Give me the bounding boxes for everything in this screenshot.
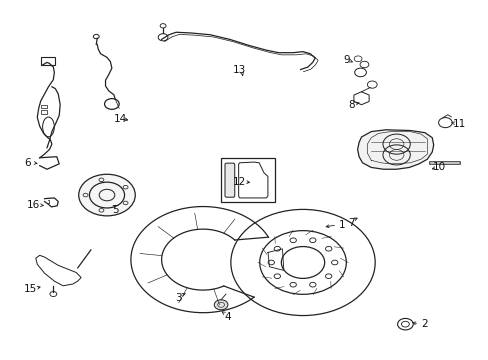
- Text: 3: 3: [175, 293, 182, 303]
- Text: 16: 16: [27, 200, 41, 210]
- Bar: [221, 158, 274, 202]
- Text: 14: 14: [113, 114, 126, 124]
- Text: 7: 7: [348, 218, 354, 228]
- Text: 2: 2: [421, 319, 427, 329]
- Text: 4: 4: [224, 312, 230, 322]
- Text: 15: 15: [23, 284, 37, 294]
- Text: 13: 13: [232, 64, 246, 75]
- Text: 9: 9: [343, 55, 349, 65]
- Circle shape: [79, 174, 135, 216]
- Text: 8: 8: [348, 100, 354, 110]
- Bar: [41, 105, 46, 108]
- Polygon shape: [357, 130, 433, 169]
- Text: 12: 12: [232, 177, 246, 187]
- Bar: [41, 110, 46, 114]
- Text: 10: 10: [432, 162, 445, 172]
- Text: 5: 5: [112, 206, 119, 216]
- Text: 1: 1: [338, 220, 345, 230]
- Text: 6: 6: [24, 158, 31, 168]
- Circle shape: [214, 300, 227, 310]
- Polygon shape: [224, 163, 234, 197]
- Bar: [41, 57, 55, 64]
- Text: 11: 11: [451, 120, 465, 129]
